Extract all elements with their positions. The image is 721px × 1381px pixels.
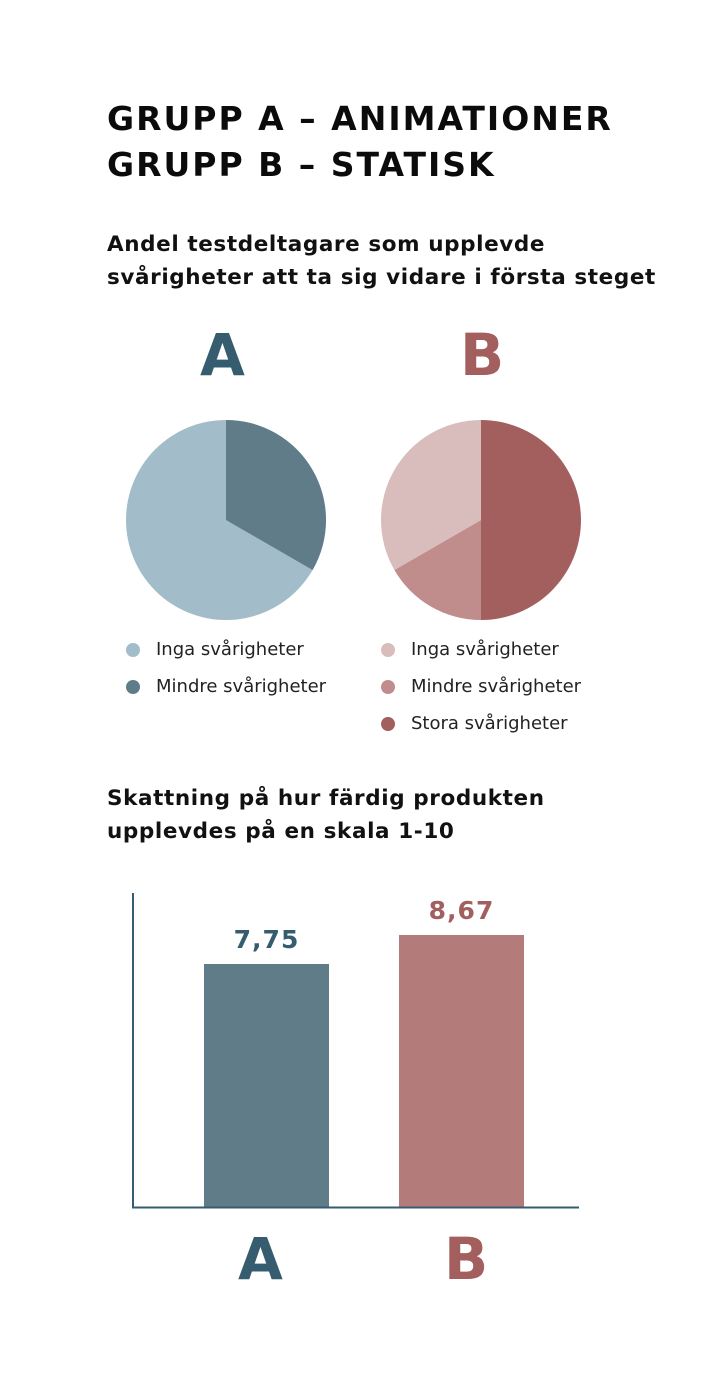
legend-dot-icon [381,679,395,694]
bar-a [204,964,329,1207]
legend-dot-icon [126,642,140,657]
legend-b-item-stora: Stora svårigheter [381,705,581,742]
pie-chart-b [381,420,581,620]
legend-label: Mindre svårigheter [156,676,327,697]
pie-b-slice-mindre [394,520,481,620]
bar-x-label-b: B [444,1225,489,1293]
legend-dot-icon [126,679,140,694]
bar-section-heading: Skattning på hur färdig produkten upplev… [107,782,545,848]
pie-b-label: B [460,321,505,389]
pie-heading-line1: Andel testdeltagare som upplevde [107,232,546,257]
pie-section-heading: Andel testdeltagare som upplevde svårigh… [107,228,656,294]
pie-b-slice-inga [381,420,481,570]
legend-b-item-mindre: Mindre svårigheter [381,668,581,705]
legend-b: Inga svårigheter Mindre svårigheter Stor… [381,631,581,742]
legend-label: Inga svårigheter [411,639,559,660]
legend-a-item-mindre: Mindre svårigheter [126,668,326,705]
legend-a: Inga svårigheter Mindre svårigheter [126,631,326,705]
legend-label: Inga svårigheter [156,639,304,660]
bar-b [399,935,524,1207]
pie-chart-a [126,420,326,620]
pie-heading-line2: svårigheter att ta sig vidare i första s… [107,265,656,290]
title-line-group-a: GRUPP A – ANIMATIONER [107,99,613,138]
bar-heading-line1: Skattning på hur färdig produkten [107,786,545,811]
pie-b-slice-stora [481,420,581,620]
bar-heading-line2: upplevdes på en skala 1-10 [107,819,455,844]
legend-dot-icon [381,642,395,657]
legend-a-item-inga: Inga svårigheter [126,631,326,668]
page-title: GRUPP A – ANIMATIONER GRUPP B – STATISK [107,96,613,188]
bar-a-value: 7,75 [233,925,300,954]
bar-x-label-a: A [238,1225,283,1293]
legend-dot-icon [381,716,395,731]
pie-a-slice-mindre [226,420,326,570]
bar-b-value: 8,67 [428,896,495,925]
pie-a-label: A [200,321,245,389]
legend-label: Mindre svårigheter [411,676,582,697]
legend-b-item-inga: Inga svårigheter [381,631,581,668]
title-line-group-b: GRUPP B – STATISK [107,145,496,184]
legend-label: Stora svårigheter [411,713,568,734]
